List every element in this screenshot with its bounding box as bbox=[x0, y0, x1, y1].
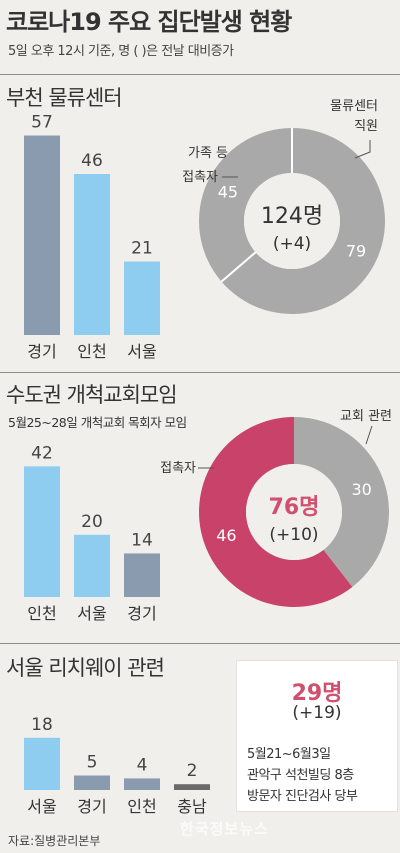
donut-hole bbox=[246, 464, 342, 560]
slice-value-label: 46 bbox=[216, 526, 236, 545]
bar-value-label: 42 bbox=[31, 443, 53, 463]
page-subtitle: 5일 오후 12시 기준, 명 ( )은 전날 대비증가 bbox=[8, 44, 234, 59]
bar-value-label: 2 bbox=[187, 761, 198, 781]
divider bbox=[0, 74, 400, 75]
donut-slice bbox=[294, 417, 389, 587]
bar-value-label: 5 bbox=[87, 753, 98, 773]
legend-label: 접촉자 bbox=[182, 170, 218, 185]
category-label: 인천 bbox=[27, 604, 56, 623]
bar-value-label: 18 bbox=[31, 715, 53, 735]
category-label: 서울 bbox=[27, 797, 56, 816]
source-note: 자료:질병관리본부 bbox=[8, 834, 101, 848]
category-label: 인천 bbox=[77, 342, 106, 361]
divider bbox=[0, 643, 400, 644]
section-title-church: 수도권 개척교회모임 bbox=[6, 383, 178, 407]
slice-value-label: 30 bbox=[351, 480, 371, 499]
section-title-bucheon: 부천 물류센터 bbox=[6, 86, 123, 110]
leader-line bbox=[354, 140, 371, 159]
bar bbox=[24, 737, 60, 790]
bar-value-label: 4 bbox=[137, 755, 148, 775]
donut-slice bbox=[199, 128, 292, 282]
category-label: 충남 bbox=[177, 797, 207, 816]
watermark: 한국정보뉴스 bbox=[180, 820, 269, 838]
bar bbox=[74, 174, 110, 335]
category-label: 인천 bbox=[127, 797, 156, 816]
bar-value-label: 57 bbox=[31, 113, 53, 133]
leader-line bbox=[365, 425, 373, 445]
donut-change-label: (+10) bbox=[269, 525, 318, 545]
donut-total-label: 124명 bbox=[261, 204, 323, 229]
slice-value-label: 79 bbox=[346, 241, 366, 260]
bar-value-label: 21 bbox=[131, 239, 153, 259]
bar-value-label: 20 bbox=[81, 512, 103, 532]
donut-slice bbox=[221, 128, 385, 314]
bar-value-label: 14 bbox=[131, 530, 153, 550]
bar-value-label: 46 bbox=[81, 151, 103, 171]
bar bbox=[24, 466, 60, 597]
card-change: (+19) bbox=[292, 703, 342, 723]
donut-total-label: 76명 bbox=[269, 495, 320, 520]
bar bbox=[74, 775, 110, 790]
bar bbox=[124, 553, 160, 597]
bar bbox=[74, 534, 110, 597]
donut-change-label: (+4) bbox=[273, 234, 311, 254]
legend-label: 물류센터 bbox=[330, 99, 378, 114]
legend-label: 가족 등 bbox=[188, 146, 228, 161]
donut-hole bbox=[244, 173, 340, 269]
card-line-request: 방문자 진단검사 당부 bbox=[247, 789, 358, 804]
section-title-richway: 서울 리치웨이 관련 bbox=[6, 656, 165, 680]
category-label: 서울 bbox=[127, 342, 156, 361]
richway-info-card: 29명 (+19) 5월21~6월3일 관악구 석천빌딩 8층 방문자 진단검사… bbox=[236, 660, 398, 812]
category-label: 경기 bbox=[127, 604, 156, 623]
category-label: 경기 bbox=[77, 797, 106, 816]
card-line-period: 5월21~6월3일 bbox=[247, 747, 331, 762]
card-line-location: 관악구 석천빌딩 8층 bbox=[247, 768, 354, 783]
category-label: 경기 bbox=[27, 342, 56, 361]
legend-label: 직원 bbox=[354, 119, 378, 134]
bar bbox=[174, 784, 210, 790]
divider bbox=[0, 372, 400, 373]
legend-label: 교회 관련 bbox=[340, 409, 392, 424]
bar bbox=[24, 135, 60, 335]
legend-label: 접촉자 bbox=[160, 461, 196, 476]
donut-slice bbox=[199, 417, 353, 607]
section-subtitle-church: 5월25~28일 개척교회 목회자 모임 bbox=[8, 415, 187, 430]
slice-value-label: 45 bbox=[218, 183, 238, 202]
slice-separator bbox=[220, 251, 257, 283]
category-label: 서울 bbox=[77, 604, 106, 623]
bar bbox=[124, 778, 160, 790]
bar bbox=[124, 261, 160, 335]
page-title: 코로나19 주요 집단발생 현황 bbox=[6, 8, 292, 36]
card-total: 29명 bbox=[291, 681, 343, 706]
